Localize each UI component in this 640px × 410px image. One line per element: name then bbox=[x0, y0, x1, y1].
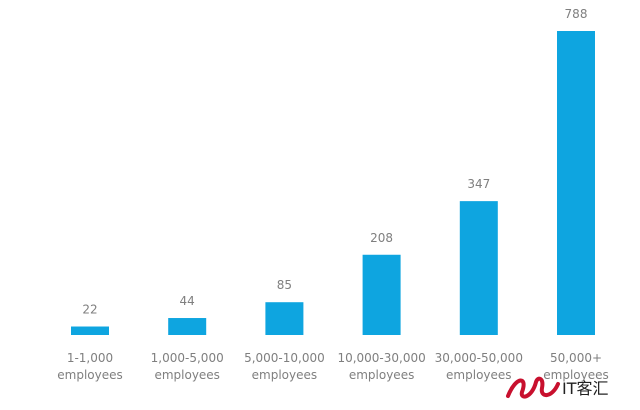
bar-0 bbox=[71, 326, 109, 335]
category-label-2-line-0: 5,000-10,000 bbox=[244, 351, 325, 365]
category-label-2-line-1: employees bbox=[252, 368, 317, 382]
category-label-3-line-0: 10,000-30,000 bbox=[337, 351, 425, 365]
value-label-4: 347 bbox=[467, 177, 490, 191]
watermark-swoosh-icon bbox=[506, 376, 560, 399]
value-label-2: 85 bbox=[277, 278, 292, 292]
value-label-3: 208 bbox=[370, 231, 393, 245]
category-label-1-line-0: 1,000-5,000 bbox=[151, 351, 224, 365]
bar-4 bbox=[459, 201, 498, 335]
category-label-4-line-1: employees bbox=[446, 368, 511, 382]
bar-2 bbox=[265, 302, 304, 335]
bar-5 bbox=[557, 31, 595, 335]
watermark-text: IT客汇 bbox=[562, 379, 609, 398]
category-label-3-line-1: employees bbox=[349, 368, 414, 382]
category-label-5-line-0: 50,000+ bbox=[550, 351, 602, 365]
category-labels-group: 1-1,000 employees 1,000-5,000 employees 5,00… bbox=[57, 351, 608, 382]
bar-1 bbox=[168, 318, 207, 335]
category-label-1-line-1: employees bbox=[154, 368, 219, 382]
watermark-logo: IT客汇 bbox=[506, 376, 609, 399]
category-label-0-line-1: employees bbox=[57, 368, 122, 382]
category-label-4-line-0: 30,000-50,000 bbox=[435, 351, 523, 365]
value-label-0: 22 bbox=[82, 303, 97, 317]
value-label-1: 44 bbox=[180, 294, 195, 308]
bars-group bbox=[71, 31, 595, 335]
category-label-5-line-1: employees bbox=[543, 368, 608, 382]
bar-3 bbox=[362, 254, 401, 335]
value-label-5: 788 bbox=[565, 7, 588, 21]
category-label-0-line-0: 1-1,000 bbox=[67, 351, 113, 365]
value-labels-group: 22 44 85 208 347 788 bbox=[82, 7, 587, 317]
